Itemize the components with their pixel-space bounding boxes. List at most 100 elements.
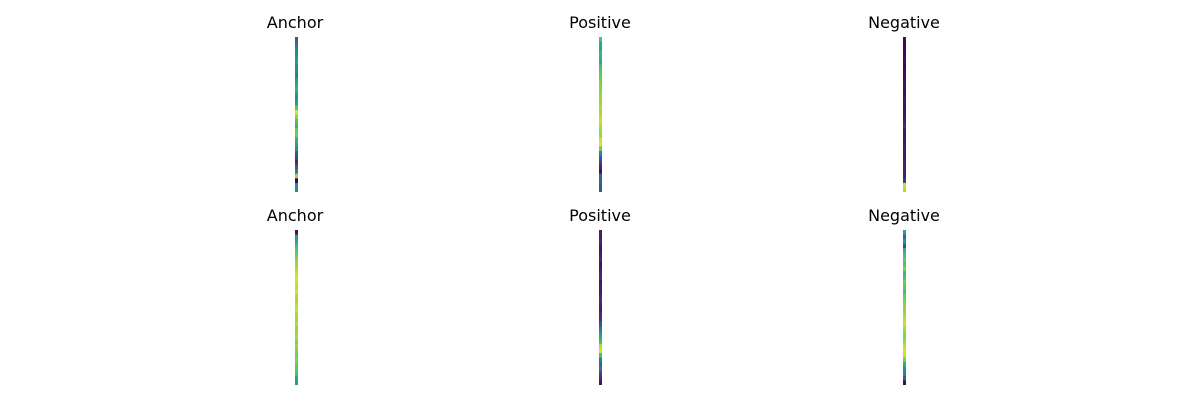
heatmap-cell: [295, 182, 298, 188]
heatmap-cell: [599, 325, 602, 331]
heatmap-cell: [295, 160, 298, 166]
heatmap-cell: [295, 234, 298, 240]
heatmap-cell: [903, 105, 906, 111]
heatmap-cell: [295, 119, 298, 125]
heatmap-svg: [599, 230, 602, 385]
heatmap-cell: [599, 330, 602, 336]
heatmap-cell: [599, 164, 602, 170]
heatmap-cell: [903, 371, 906, 377]
heatmap-cell: [903, 87, 906, 93]
panel-title-negative-1: Negative: [868, 13, 940, 32]
heatmap-cell: [903, 248, 906, 254]
heatmap-cell: [903, 146, 906, 152]
heatmap-strip-positive-1: [599, 37, 602, 192]
heatmap-svg: [295, 37, 298, 192]
heatmap-cell: [599, 252, 602, 258]
heatmap-cell: [295, 141, 298, 147]
heatmap-cell: [599, 132, 602, 138]
heatmap-cell: [599, 59, 602, 65]
heatmap-cell: [599, 248, 602, 254]
heatmap-cell: [903, 37, 906, 43]
heatmap-cell: [903, 173, 906, 179]
heatmap-cell: [295, 55, 298, 61]
heatmap-cell: [599, 100, 602, 106]
heatmap-svg: [295, 230, 298, 385]
heatmap-cell: [599, 114, 602, 120]
heatmap-cell: [599, 160, 602, 166]
heatmap-cell: [903, 289, 906, 295]
heatmap-svg: [903, 37, 906, 192]
heatmap-cell: [599, 173, 602, 179]
heatmap-cell: [295, 289, 298, 295]
heatmap-svg: [903, 230, 906, 385]
heatmap-cell: [599, 55, 602, 61]
heatmap-cell: [903, 271, 906, 277]
heatmap-cell: [295, 293, 298, 299]
heatmap-cell: [599, 280, 602, 286]
heatmap-cell: [903, 55, 906, 61]
heatmap-cell: [599, 357, 602, 363]
heatmap-cell: [903, 275, 906, 281]
heatmap-cell: [903, 160, 906, 166]
heatmap-cell: [903, 164, 906, 170]
heatmap-cell: [295, 261, 298, 267]
heatmap-cell: [903, 307, 906, 313]
heatmap-cell: [295, 155, 298, 161]
heatmap-cell: [903, 252, 906, 258]
heatmap-cell: [599, 37, 602, 43]
heatmap-cell: [903, 330, 906, 336]
heatmap-cell: [903, 155, 906, 161]
heatmap-cell: [295, 146, 298, 152]
heatmap-cell: [295, 100, 298, 106]
heatmap-cell: [599, 41, 602, 47]
heatmap-cell: [903, 41, 906, 47]
heatmap-cell: [903, 312, 906, 318]
heatmap-cell: [599, 91, 602, 97]
heatmap-cell: [903, 68, 906, 74]
heatmap-cell: [599, 146, 602, 152]
heatmap-cell: [599, 371, 602, 377]
heatmap-cell: [599, 182, 602, 188]
heatmap-cell: [599, 266, 602, 272]
heatmap-cell: [903, 298, 906, 304]
heatmap-cell: [599, 73, 602, 79]
heatmap-cell: [903, 178, 906, 184]
heatmap-cell: [599, 362, 602, 368]
heatmap-cell: [295, 312, 298, 318]
heatmap-cell: [295, 302, 298, 308]
heatmap-strip-anchor-1: [295, 37, 298, 192]
heatmap-cell: [903, 325, 906, 331]
heatmap-cell: [599, 150, 602, 157]
heatmap-cell: [599, 128, 602, 134]
heatmap-cell: [903, 64, 906, 70]
heatmap-cell: [295, 169, 298, 175]
panel-title-negative-2: Negative: [868, 206, 940, 225]
heatmap-cell: [903, 132, 906, 138]
heatmap-cell: [295, 59, 298, 65]
heatmap-cell: [903, 119, 906, 125]
heatmap-cell: [295, 137, 298, 143]
heatmap-cell: [295, 243, 298, 249]
heatmap-cell: [599, 109, 602, 115]
heatmap-cell: [903, 243, 906, 249]
heatmap-cell: [903, 280, 906, 286]
heatmap-cell: [599, 293, 602, 299]
heatmap-cell: [599, 178, 602, 184]
heatmap-cell: [903, 348, 906, 354]
heatmap-cell: [903, 46, 906, 52]
heatmap-cell: [903, 78, 906, 84]
heatmap-cell: [903, 302, 906, 308]
heatmap-cell: [295, 132, 298, 138]
heatmap-cell: [295, 87, 298, 93]
panel-title-positive-1: Positive: [569, 13, 631, 32]
heatmap-cell: [903, 50, 906, 56]
heatmap-cell: [295, 366, 298, 372]
heatmap-cell: [295, 316, 298, 322]
heatmap-cell: [295, 173, 298, 179]
heatmap-cell: [903, 230, 906, 236]
heatmap-cell: [903, 321, 906, 327]
heatmap-cell: [295, 109, 298, 115]
heatmap-cell: [903, 357, 906, 363]
heatmap-cell: [295, 114, 298, 120]
